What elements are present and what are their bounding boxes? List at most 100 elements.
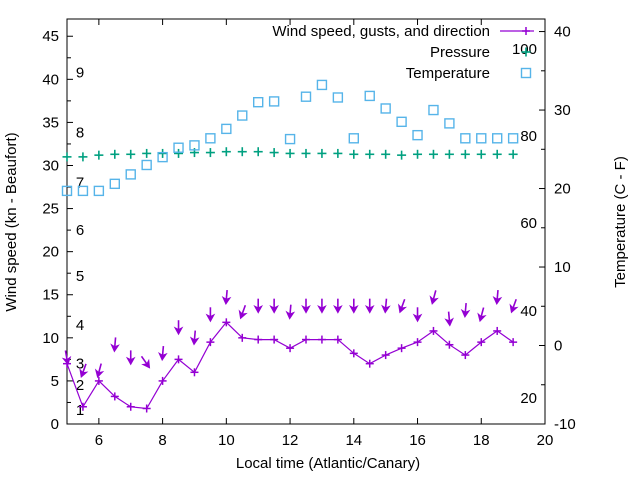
legend-label: Temperature [406,65,490,82]
pressure-point [205,148,215,158]
temperature-point [189,140,200,151]
temperature-point [61,185,73,197]
plot-border [66,18,546,425]
arrow-head [444,317,454,327]
wind-speed-point [302,335,310,344]
pressure-point [237,147,247,157]
temperature-point [173,142,184,153]
pressure-point [444,149,454,159]
fahrenheit-label: 40 [520,303,537,320]
temperature-point [460,133,471,144]
wind-speed-point [493,326,502,335]
temperature-point [157,151,168,163]
wind-direction-arrow [110,337,120,353]
wind-speed-point [206,338,215,347]
wind-direction-arrow [173,320,184,336]
y-tick-label: 45 [42,28,59,45]
beaufort-scale-labels: 1 2 3 4 5 6 7 8 9 [76,64,84,419]
arrow-head [61,355,72,366]
wind-direction-arrow [301,298,311,314]
x-axis-title: Local time (Atlantic/Canary) [236,455,420,472]
series-temperature [61,79,519,197]
wind-speed-point [286,344,295,353]
arrow-head [333,305,343,314]
wind-speed-point [94,376,103,385]
wind-direction-arrow [477,307,487,323]
y-tick-label: 5 [51,373,59,390]
pressure-point [333,148,343,158]
chart-legend: Wind speed, gusts, and direction Pressure… [272,23,534,82]
temperature-point [237,110,248,121]
y-tick-label: 20 [42,244,59,261]
pressure-point [301,148,311,158]
temperature-point [332,92,344,103]
y2-tick-label: -10 [554,416,576,433]
x-tick-label: 18 [473,432,490,449]
wind-direction-arrow [140,355,151,369]
wind-direction-arrow [285,304,296,320]
temperature-point [428,104,439,116]
wind-speed-point [142,404,151,413]
arrow-head [253,305,264,314]
wind-speed-point [317,335,326,344]
x-tick-label: 14 [345,432,362,449]
y2-tick-label: 30 [554,102,571,119]
wind-direction-arrow [269,298,279,314]
pressure-point [78,152,88,162]
pressure-point [142,148,152,158]
wind-speed-point [445,340,454,349]
pressure-point [349,149,359,159]
wind-speed-point [429,326,438,335]
x-tick-label: 12 [282,432,299,449]
arrow-head [381,304,391,314]
temperature-point [205,133,216,144]
temperature-point [77,185,89,197]
wind-speed-point [174,355,183,364]
wind-direction-arrow [253,298,264,314]
wind-direction-arrow [429,290,439,305]
arrow-head [238,309,248,320]
arrow-head [125,356,136,366]
data-series [61,79,519,413]
pressure-point [428,149,438,159]
y2-tick-label: 10 [554,259,571,276]
wind-direction-arrow [333,298,343,314]
wind-direction-arrow [221,290,232,306]
plot-frame [66,18,546,425]
y-tick-label: 15 [42,287,59,304]
fahrenheit-label: 20 [520,390,537,407]
wind-speed-line [66,321,514,410]
y-axis-title: Wind speed (kn - Beaufort) [3,132,20,311]
legend-swatch-plus [521,47,531,57]
temperature-point [109,178,121,190]
arrow-head [429,295,439,305]
beaufort-label: 8 [76,125,84,142]
pressure-point [269,148,279,158]
temperature-point [93,185,105,197]
temperature-point [284,133,296,145]
wind-speed-point [381,351,390,360]
arrow-head [285,310,296,320]
pressure-point [285,148,295,158]
beaufort-label: 7 [76,175,84,192]
fahrenheit-scale-labels: 20 40 60 80 100 [512,41,537,407]
temperature-point [380,103,391,114]
wind-direction-arrow [492,290,503,306]
pressure-point [221,147,231,157]
wind-direction-arrow [317,298,327,314]
wind-speed-point [270,335,279,344]
arrow-head [141,358,151,369]
wind-direction-arrow [158,346,168,362]
y-tick-label: 25 [42,201,59,218]
temperature-point [316,79,328,91]
temperature-point [396,116,407,128]
fahrenheit-label: 100 [512,41,537,58]
arrow-head [221,295,232,306]
arrow-head [364,305,375,314]
arrow-head [397,303,408,314]
wind-speed-point [397,344,406,353]
arrow-head [205,313,216,323]
wind-speed-point [509,338,518,347]
